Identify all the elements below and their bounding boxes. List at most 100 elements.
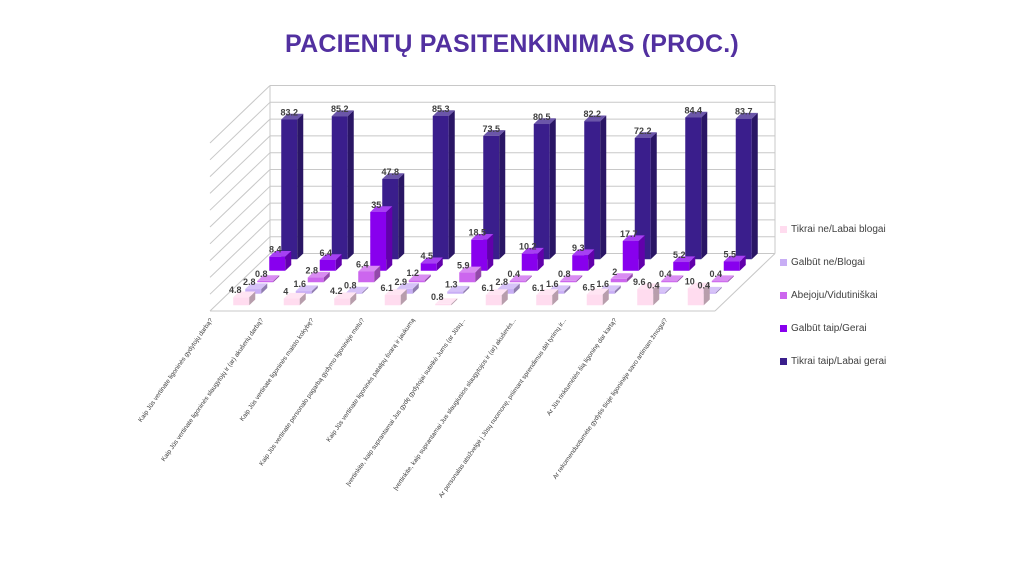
bar-top [295,285,318,292]
bar-top [685,111,708,118]
bar-top [384,289,407,296]
bar-0-9 [687,282,710,306]
bar-top [283,292,306,299]
bar-side [374,265,381,283]
legend-item: Tikrai taip/Labai gerai [780,350,980,372]
bar-0-4 [435,298,458,306]
data-label: 47.8 [381,167,399,177]
legend-label: Tikrai taip/Labai gerai [791,355,887,367]
bar-top [622,235,645,242]
bar-side [386,206,393,271]
bar-front [459,272,476,283]
bar-4-1 [331,110,354,260]
bar-top [396,283,419,289]
bar-top [509,275,532,282]
data-label: 0.4 [709,269,722,279]
data-label: 1.6 [546,279,559,289]
bar-side [499,130,506,260]
data-label: 0.8 [558,269,571,279]
bar-front [408,280,425,283]
bar-side [689,256,696,271]
data-label: 9.6 [633,277,646,287]
bar-top [370,206,393,212]
data-label: 1.6 [596,279,609,289]
bar-side [362,286,369,294]
data-label: 1.2 [406,268,419,278]
bar-0-0 [233,291,256,306]
bar-0-5 [485,289,508,306]
data-label: 84.4 [684,105,702,115]
bar-side [552,289,559,306]
bar-2-1 [307,271,330,283]
gridline-side [209,253,271,312]
bar-front [560,280,577,283]
bar-top [257,275,280,281]
data-label: 4.2 [330,286,343,296]
bar-front [447,291,464,294]
legend: Tikrai ne/Labai blogai Galbūt ne/Blogai Ab… [780,218,980,383]
bar-1-4 [447,285,470,294]
bar-side [311,285,318,294]
bar-front [384,295,401,306]
data-label: 35 [371,200,381,210]
bar-front [420,263,437,271]
bar-4-9 [735,112,758,260]
data-label: 8.4 [269,245,282,255]
bar-top [485,289,508,296]
bar-top [586,288,609,295]
category-label: Ar rekomenduotumėte gydytis šioje ligoni… [552,317,670,481]
bar-top [723,255,746,262]
bar-side [576,275,583,283]
bar-top [334,292,357,299]
bar-0-1 [283,292,306,306]
bar-2-9 [711,275,734,283]
bar-front [687,288,704,306]
category-label: Įvertinkite, kaip suprantamai Jus gydę g… [345,317,467,488]
bar-0-6 [536,289,559,306]
bar-front [245,289,262,294]
data-label: 0.8 [431,292,444,302]
bar-front [269,256,286,271]
bar-side [261,283,268,294]
bar-4-5 [533,118,556,260]
data-label: 82.2 [583,109,601,119]
data-label: 9.3 [572,243,585,253]
bar-top [673,256,696,263]
bar-front [509,281,526,283]
bar-side [501,289,508,306]
bar-top [735,112,758,119]
bar-front [673,262,690,271]
data-label: 4.8 [229,285,242,295]
data-label: 72.2 [634,126,652,136]
bar-side [602,288,609,306]
bar-side [701,111,708,260]
bar-side [638,235,645,271]
gridline-side [209,118,271,177]
bar-2-5 [509,275,532,283]
data-label: 6.5 [582,282,595,292]
data-label: 85.3 [432,104,450,114]
bar-front [634,137,651,260]
bar-side [588,249,595,271]
legend-swatch [780,225,787,233]
bar-front [610,278,627,283]
gridline-side [209,152,271,211]
bar-top [661,275,684,282]
data-label: 0.4 [697,281,710,291]
bar-front [485,295,502,306]
bar-front [233,297,250,306]
legend-swatch [780,324,787,332]
bar-side [703,282,710,306]
gridline-side [209,236,271,295]
bar-3-7 [622,235,645,271]
bar-top [435,298,458,304]
bar-side [564,285,571,294]
bar-top [358,265,381,272]
bar-4-6 [584,115,607,260]
bar-0-7 [586,288,609,306]
bar-side [463,285,470,294]
bar-top [711,275,734,282]
bars [233,110,758,306]
bar-top [497,283,520,290]
bar-2-4 [459,266,482,283]
